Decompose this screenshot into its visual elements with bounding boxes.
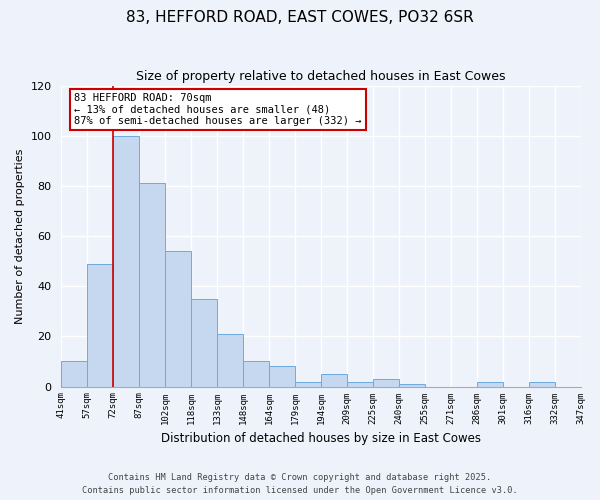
Bar [321, 374, 347, 386]
Bar [269, 366, 295, 386]
Bar [347, 382, 373, 386]
X-axis label: Distribution of detached houses by size in East Cowes: Distribution of detached houses by size … [161, 432, 481, 445]
Text: Contains HM Land Registry data © Crown copyright and database right 2025.
Contai: Contains HM Land Registry data © Crown c… [82, 474, 518, 495]
Bar [399, 384, 425, 386]
Bar [61, 362, 88, 386]
Bar [243, 362, 269, 386]
Bar [295, 382, 321, 386]
Y-axis label: Number of detached properties: Number of detached properties [15, 148, 25, 324]
Bar [476, 382, 503, 386]
Bar [88, 264, 113, 386]
Bar [113, 136, 139, 386]
Bar [217, 334, 243, 386]
Bar [373, 379, 399, 386]
Text: 83 HEFFORD ROAD: 70sqm
← 13% of detached houses are smaller (48)
87% of semi-det: 83 HEFFORD ROAD: 70sqm ← 13% of detached… [74, 93, 362, 126]
Bar [529, 382, 554, 386]
Title: Size of property relative to detached houses in East Cowes: Size of property relative to detached ho… [136, 70, 506, 83]
Bar [139, 184, 165, 386]
Text: 83, HEFFORD ROAD, EAST COWES, PO32 6SR: 83, HEFFORD ROAD, EAST COWES, PO32 6SR [126, 10, 474, 25]
Bar [165, 251, 191, 386]
Bar [191, 299, 217, 386]
